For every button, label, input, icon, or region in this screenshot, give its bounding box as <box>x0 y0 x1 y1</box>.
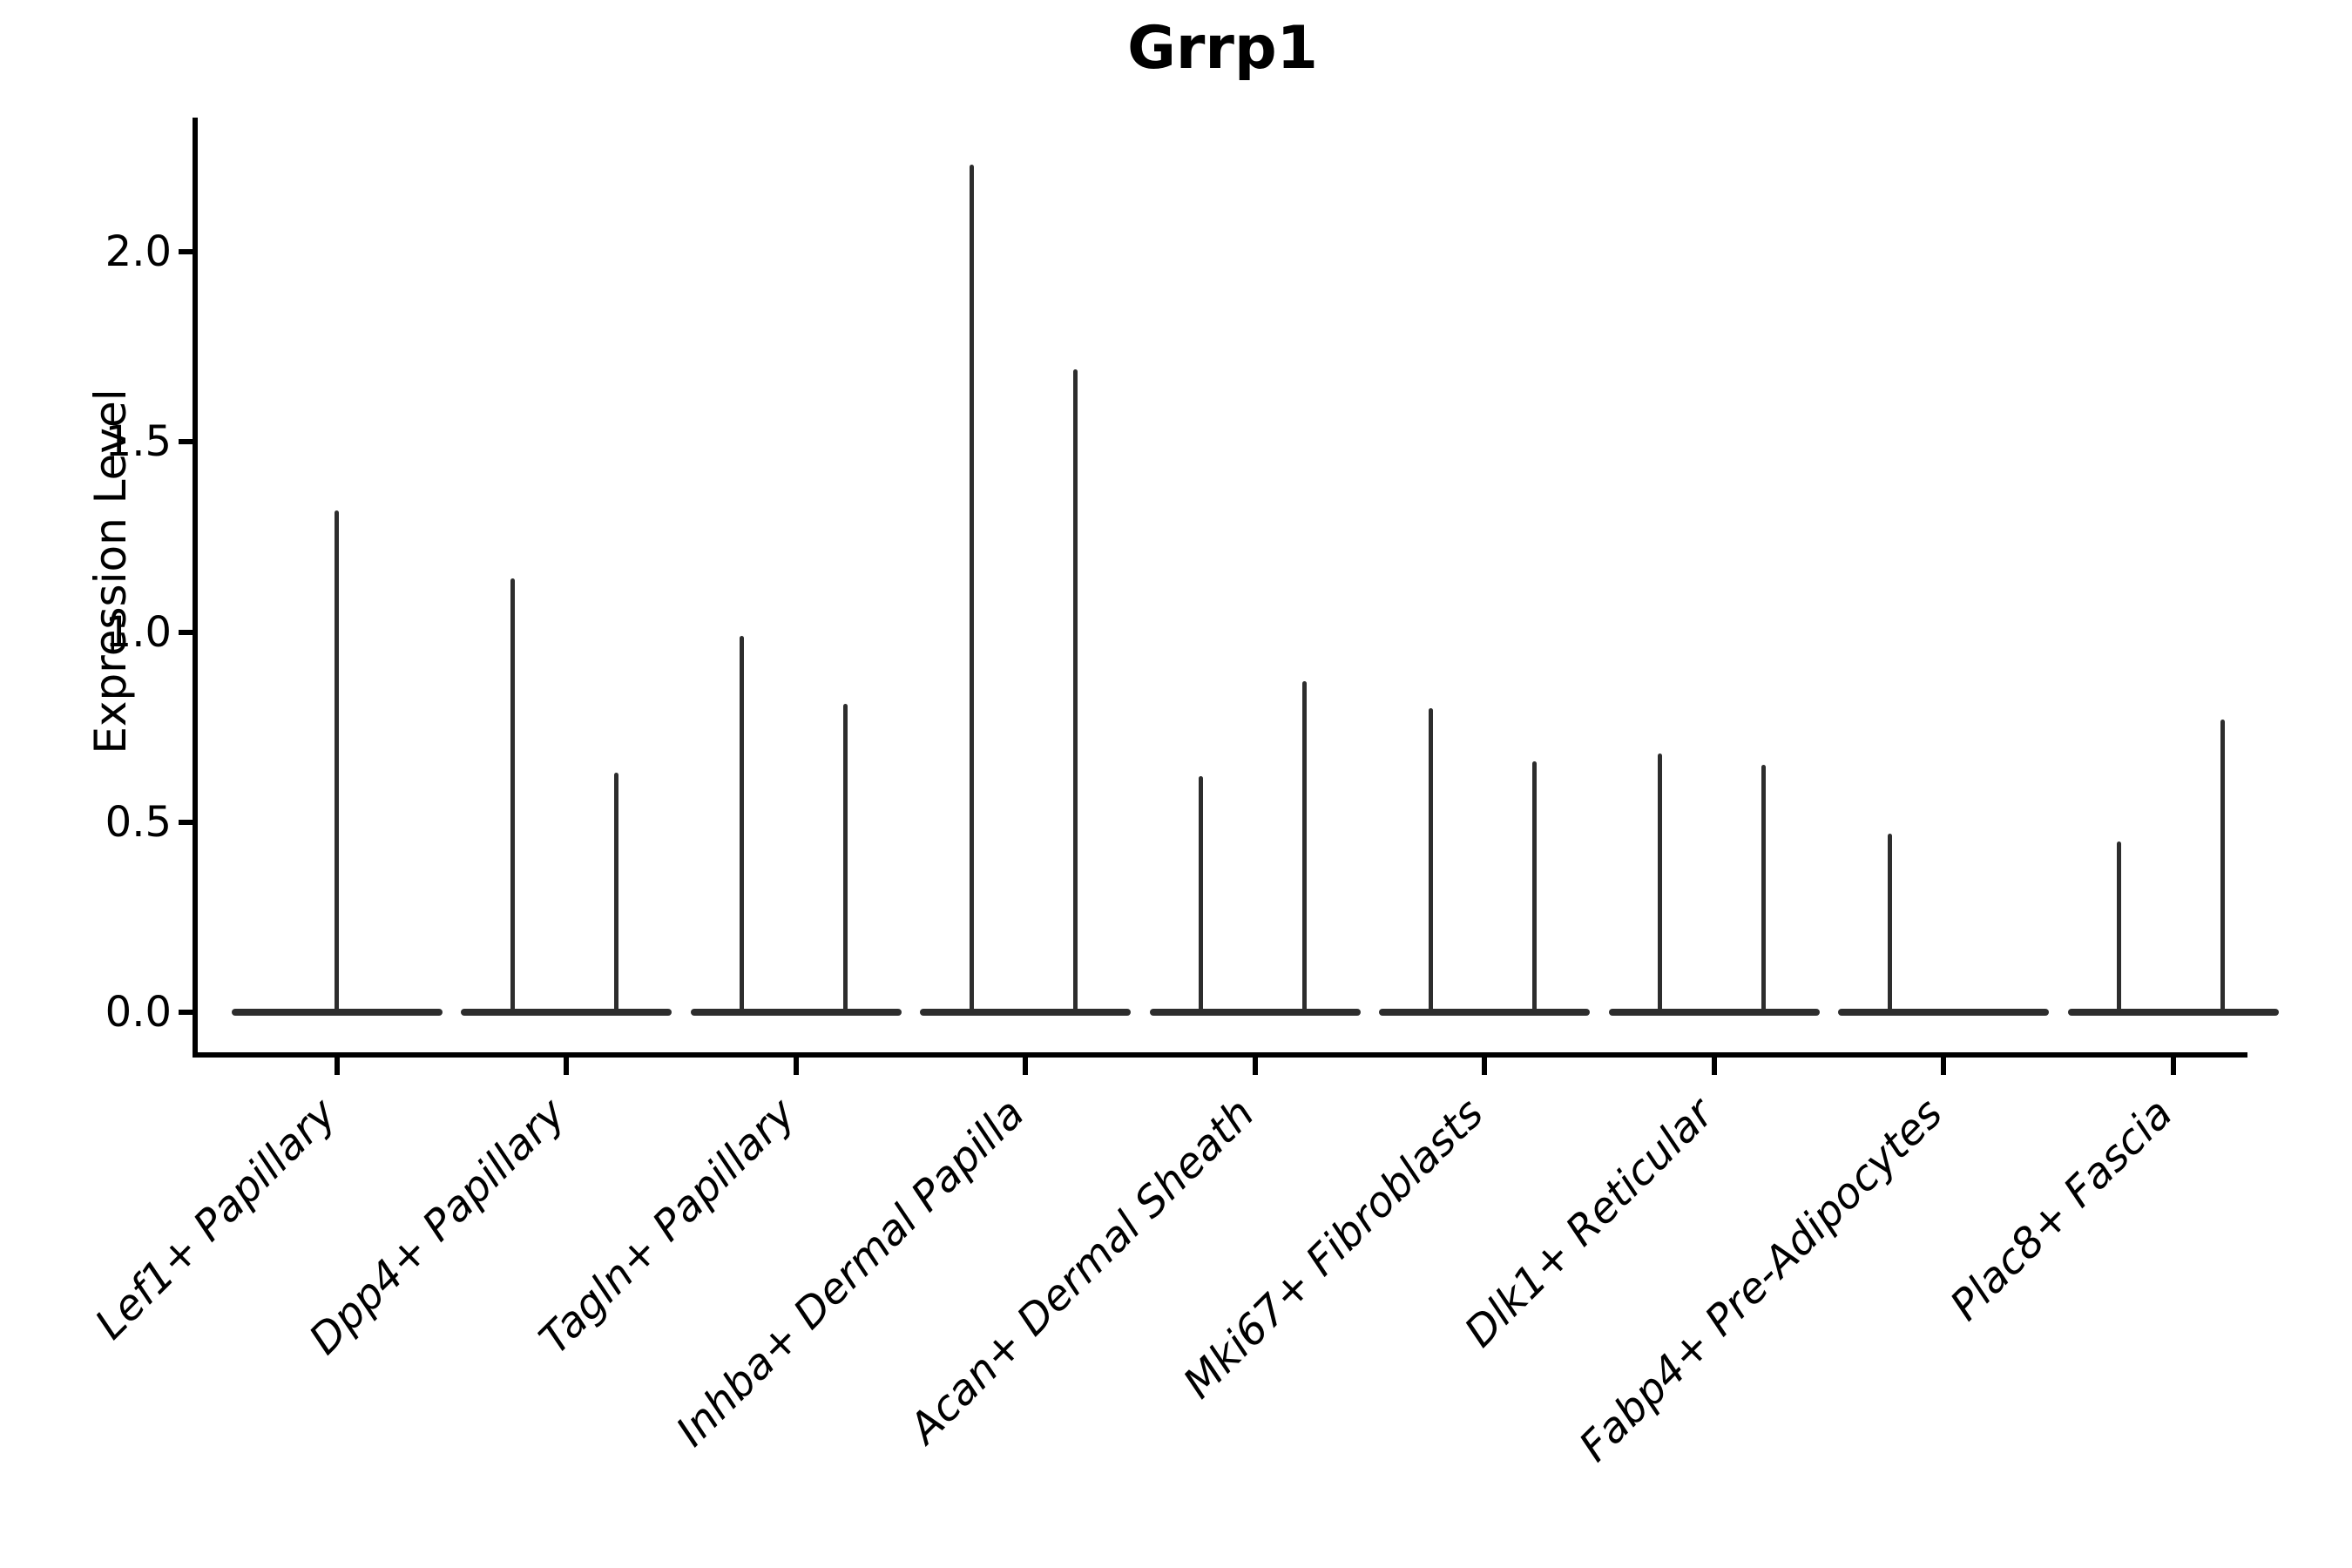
y-tick-mark <box>179 819 198 825</box>
y-tick-label: 0.0 <box>105 988 172 1037</box>
x-tick-mark <box>2170 1058 2176 1075</box>
x-axis-spine <box>193 1052 2247 1058</box>
violin-spike <box>843 704 848 1016</box>
y-tick-mark <box>179 249 198 254</box>
y-tick-label: 1.0 <box>105 607 172 657</box>
violin-spike <box>1428 707 1433 1016</box>
violin-spike <box>2117 841 2121 1016</box>
violin-base <box>1608 1009 1820 1016</box>
violin-spike <box>1761 765 1766 1016</box>
x-tick-mark <box>1252 1058 1258 1075</box>
violin-base <box>690 1009 902 1016</box>
y-tick-mark <box>179 1010 198 1015</box>
x-tick-mark <box>1941 1058 1946 1075</box>
violin-spike <box>2220 719 2225 1016</box>
x-tick-mark <box>1711 1058 1717 1075</box>
violin-spike <box>1658 754 1662 1016</box>
violin-spike <box>969 164 974 1016</box>
violin-spike <box>1199 776 1203 1016</box>
y-tick-mark <box>179 439 198 445</box>
violin-spike <box>1072 369 1078 1016</box>
y-tick-mark <box>179 629 198 635</box>
chart-title: Grrp1 <box>1127 14 1318 83</box>
x-tick-mark <box>793 1058 799 1075</box>
violin-base <box>461 1009 672 1016</box>
y-tick-label: 1.5 <box>105 417 172 467</box>
violin-spike <box>510 578 515 1016</box>
violin-base <box>920 1009 1131 1016</box>
violin-base <box>1149 1009 1361 1016</box>
violin-spike <box>1887 833 1892 1016</box>
violin-spike <box>740 635 744 1016</box>
x-tick-mark <box>1023 1058 1028 1075</box>
x-tick-mark <box>334 1058 340 1075</box>
y-tick-label: 2.0 <box>105 227 172 276</box>
x-tick-mark <box>564 1058 569 1075</box>
violin-base <box>1838 1009 2049 1016</box>
violin-base <box>1379 1009 1590 1016</box>
violin-spike <box>613 773 618 1016</box>
x-tick-mark <box>1482 1058 1487 1075</box>
violin-spike <box>1531 760 1537 1016</box>
y-axis-spine <box>193 118 198 1058</box>
y-tick-label: 0.5 <box>105 797 172 847</box>
violin-spike <box>335 510 339 1016</box>
violin-spike <box>1302 681 1307 1016</box>
violin-base <box>2067 1009 2279 1016</box>
